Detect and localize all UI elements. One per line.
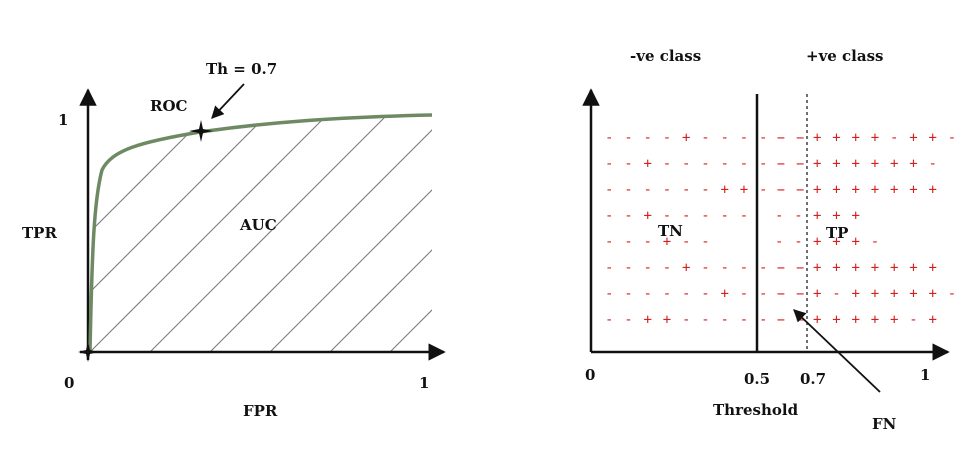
neg-class-label: -ve class (630, 47, 701, 65)
pos-region-signs-row-3: + + + + + + + (813, 182, 938, 198)
neg-region-signs-row-4: - - + - - - - - (605, 208, 749, 224)
neg-region-signs-row-2: - - + - - - - - - - - (605, 156, 807, 172)
roc-y-max-label: 1 (58, 111, 68, 129)
neg-region-signs-row-7: - - - - - - + - - - - (605, 286, 807, 302)
fpr-axis-label: FPR (243, 402, 278, 420)
origin-star-marker (78, 342, 98, 362)
threshold-label: Th = 0.7 (206, 60, 277, 78)
tick-0-7-label: 0.7 (800, 370, 826, 388)
pos-region-signs-row-1: + + + + - + + - (813, 130, 957, 146)
fn-region-signs-row-6: - - (775, 260, 804, 276)
threshold-x-max-label: 1 (920, 366, 930, 384)
neg-region-signs-row-6: - - - - + - - - - - - (605, 260, 807, 276)
neg-region-signs-row-5: - - - + - - (605, 234, 711, 250)
pos-region-signs-row-6: + + + + + + + (813, 260, 938, 276)
threshold-axis-label: Threshold (713, 401, 799, 419)
fn-region-signs-row-1: - - (775, 130, 804, 146)
roc-curve-label: ROC (150, 97, 188, 115)
tn-label: TN (658, 222, 683, 240)
neg-region-signs-row-3: - - - - - - + + - - - (605, 182, 807, 198)
roc-curve (88, 113, 433, 353)
roc-panel: Th = 0.7 ROC AUC TPR FPR 0 1 1 (22, 60, 446, 420)
threshold-star-marker (189, 120, 213, 142)
neg-region-signs-row-1: - - - - + - - - - - - (605, 130, 807, 146)
fn-label: FN (872, 415, 897, 433)
pos-region-signs-row-8: + + + + + - + (813, 312, 938, 328)
neg-region-signs-row-8: - - + + - - - - - - - (605, 312, 807, 328)
pos-region-signs-row-5: + + + - (813, 234, 880, 250)
threshold-pointer-arrow (211, 83, 245, 119)
fn-region-signs-row-2: - - (775, 156, 804, 172)
threshold-panel: -ve class +ve class - - - - + - - - - - … (582, 47, 957, 433)
fn-region-signs-row-3: - - (775, 182, 804, 198)
auc-label: AUC (239, 216, 277, 234)
roc-x-max-label: 1 (419, 374, 429, 392)
fn-pointer-arrow (793, 309, 881, 393)
roc-origin-label: 0 (64, 374, 74, 392)
threshold-origin-label: 0 (585, 366, 595, 384)
pos-class-label: +ve class (806, 47, 884, 65)
tpr-axis-label: TPR (22, 224, 57, 242)
tick-0-5-label: 0.5 (744, 370, 770, 388)
fn-region-signs-row-4: - - (775, 208, 804, 224)
fn-region-signs-row-5: - - (775, 234, 804, 250)
fn-region-signs-row-7: - - (775, 286, 804, 302)
pos-region-signs-row-2: + + + + + + - (813, 156, 938, 172)
pos-region-signs-row-4: + + + (813, 208, 861, 224)
pos-region-signs-row-7: + - + + + + + - (813, 286, 957, 302)
sign-rows: - - - - + - - - - - -- - + + + + - + + --… (605, 130, 957, 328)
tp-label: TP (826, 224, 848, 242)
auc-hatching (90, 115, 432, 352)
